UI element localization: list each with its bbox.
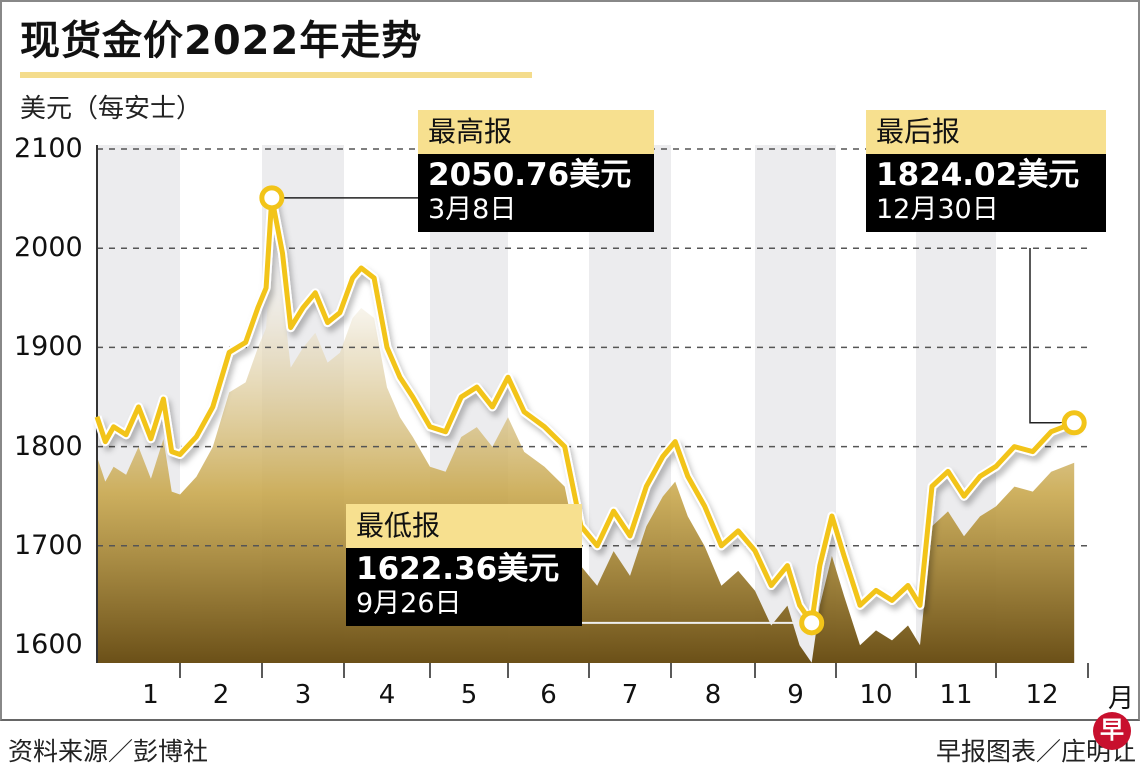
- x-tick-label: 8: [704, 680, 722, 710]
- y-tick-label: 1600: [14, 629, 83, 660]
- callout-low-date: 9月26日: [356, 588, 462, 619]
- high-marker: [259, 185, 285, 211]
- last-marker: [1061, 410, 1087, 436]
- y-tick-label: 1900: [14, 331, 83, 363]
- callout-last: 最后报 1824.02美元 12月30日: [866, 110, 1106, 232]
- y-tick-label: 1800: [14, 430, 83, 462]
- source-credit: 资料来源／彭博社: [8, 737, 209, 766]
- y-axis-unit-label: 美元（每安士）: [20, 94, 203, 124]
- x-axis-ticks: [179, 663, 1089, 678]
- markers: [259, 185, 1087, 636]
- x-tick-label: 6: [540, 680, 557, 710]
- x-tick-label: 9: [787, 680, 804, 710]
- x-axis-unit: 月: [1108, 684, 1135, 714]
- last-leader-line: [1029, 248, 1065, 424]
- x-tick-label: 3: [294, 680, 312, 710]
- x-tick-label: 5: [460, 680, 478, 710]
- y-tick-label: 2000: [14, 232, 83, 264]
- callout-high-label: 最高报: [418, 110, 654, 154]
- x-tick-label: 11: [939, 680, 973, 710]
- y-tick-label: 2100: [14, 133, 83, 164]
- callout-last-label: 最后报: [866, 110, 1106, 154]
- callout-high-date: 3月8日: [428, 194, 517, 225]
- callout-high: 最高报 2050.76美元 3月8日: [418, 110, 654, 232]
- title-underline: [20, 72, 532, 78]
- y-tick-label: 1700: [14, 529, 83, 561]
- callout-last-value: 1824.02美元: [876, 157, 1080, 193]
- chart-frame: [0, 0, 1140, 721]
- x-tick-label: 1: [142, 680, 159, 710]
- callout-high-value: 2050.76美元: [428, 157, 632, 193]
- chart-title: 现货金价2022年走势: [20, 18, 423, 64]
- x-tick-label: 2: [212, 680, 230, 710]
- x-tick-label: 7: [621, 680, 639, 710]
- x-tick-label: 12: [1025, 680, 1059, 710]
- callout-low: 最低报 1622.36美元 9月26日: [346, 504, 582, 626]
- gold-bar-background: [97, 237, 1075, 664]
- x-tick-label: 10: [859, 680, 893, 710]
- low-marker: [799, 610, 825, 636]
- callout-last-date: 12月30日: [876, 194, 999, 225]
- price-line: [94, 195, 1076, 626]
- callout-low-label: 最低报: [346, 504, 582, 548]
- callout-low-value: 1622.36美元: [356, 551, 560, 587]
- zaobao-logo-icon: 早: [1093, 712, 1131, 750]
- x-tick-label: 4: [378, 680, 396, 710]
